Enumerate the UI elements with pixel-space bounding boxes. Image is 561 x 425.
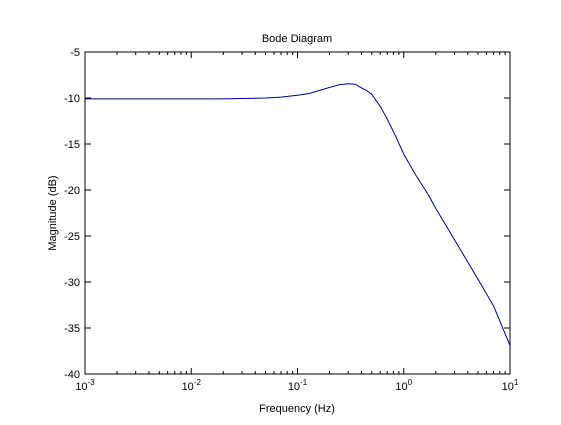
y-axis-label: Magnitude (dB) — [47, 175, 59, 250]
y-tick-label: -25 — [64, 231, 80, 243]
y-tick-label: -35 — [64, 323, 80, 335]
y-tick-label: -30 — [64, 277, 80, 289]
x-tick-label: 10-1 — [288, 378, 308, 393]
x-tick-label: 10-3 — [75, 378, 95, 393]
y-tick-label: -20 — [64, 185, 80, 197]
plot-area — [84, 51, 511, 375]
y-tick-label: -5 — [70, 47, 80, 59]
x-tick-label: 101 — [502, 378, 519, 393]
magnitude-series-line — [85, 83, 511, 346]
chart-title: Bode Diagram — [262, 33, 332, 45]
y-ticks — [85, 51, 510, 375]
x-major-ticks — [84, 52, 511, 374]
x-tick-label: 10-2 — [182, 378, 202, 393]
y-tick-label: -15 — [64, 139, 80, 151]
y-tick-label: -40 — [64, 369, 80, 381]
x-minor-ticks — [116, 52, 506, 374]
x-axis-label: Frequency (Hz) — [259, 403, 335, 415]
series-group — [85, 83, 511, 346]
x-tick-label: 100 — [395, 378, 412, 393]
y-tick-labels: -40 -35 -30 -25 -20 -15 -10 -5 — [64, 47, 80, 381]
x-tick-labels: 10-3 10-2 10-1 100 101 — [75, 378, 519, 393]
y-tick-label: -10 — [64, 93, 80, 105]
